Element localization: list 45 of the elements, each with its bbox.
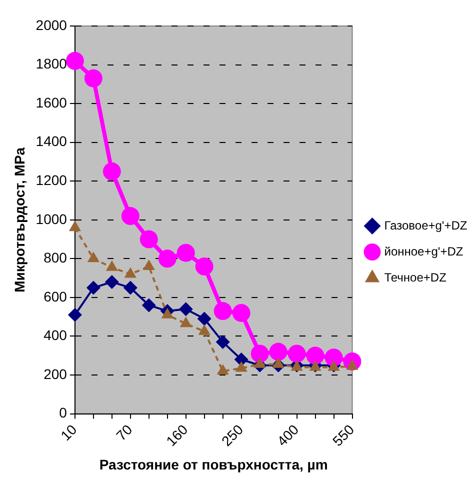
x-tick-label: 160: [162, 421, 191, 450]
x-tick-label: 550: [329, 421, 358, 450]
x-tick-label: 400: [274, 421, 302, 450]
legend-label: Газовое+g'+DZ: [384, 218, 468, 232]
x-tick-label: 250: [218, 421, 246, 450]
y-tick-label: 1600: [36, 94, 68, 110]
point: [66, 52, 84, 70]
legend-label: йонное+g'+DZ: [384, 244, 464, 258]
y-axis-title: Микротвърдост, MPa: [11, 147, 28, 292]
point: [269, 342, 288, 361]
x-tick-label: 10: [57, 421, 80, 444]
point: [214, 302, 232, 320]
point: [86, 280, 100, 295]
y-tick-label: 2000: [36, 16, 68, 33]
point: [142, 298, 156, 312]
point: [121, 207, 140, 226]
point: [102, 162, 121, 180]
y-tick-label: 400: [44, 327, 68, 344]
point: [197, 312, 212, 326]
y-tick-label: 1400: [36, 133, 68, 150]
point: [178, 302, 193, 316]
point: [306, 346, 324, 365]
point: [123, 280, 138, 295]
y-tick-label: 0: [59, 404, 68, 421]
point: [176, 244, 195, 262]
point: [288, 344, 306, 363]
y-tick-label: 1200: [36, 172, 68, 188]
point: [104, 274, 119, 289]
point: [140, 230, 158, 248]
y-tick-label: 800: [44, 250, 68, 266]
point: [216, 335, 230, 350]
y-tick-label: 200: [44, 366, 68, 382]
point: [158, 250, 176, 268]
point: [232, 304, 250, 322]
y-tick-label: 1800: [36, 56, 68, 72]
x-tick-label: 70: [112, 421, 136, 444]
point: [84, 69, 102, 88]
y-tick-label: 1000: [36, 210, 68, 227]
point: [324, 348, 343, 367]
legend-label: Течное+DZ: [384, 270, 446, 284]
point: [250, 344, 269, 363]
x-axis-title: Разстояние от повърхността, µm: [99, 456, 328, 472]
point: [68, 308, 82, 322]
point: [195, 257, 214, 276]
y-tick-label: 600: [44, 288, 68, 304]
